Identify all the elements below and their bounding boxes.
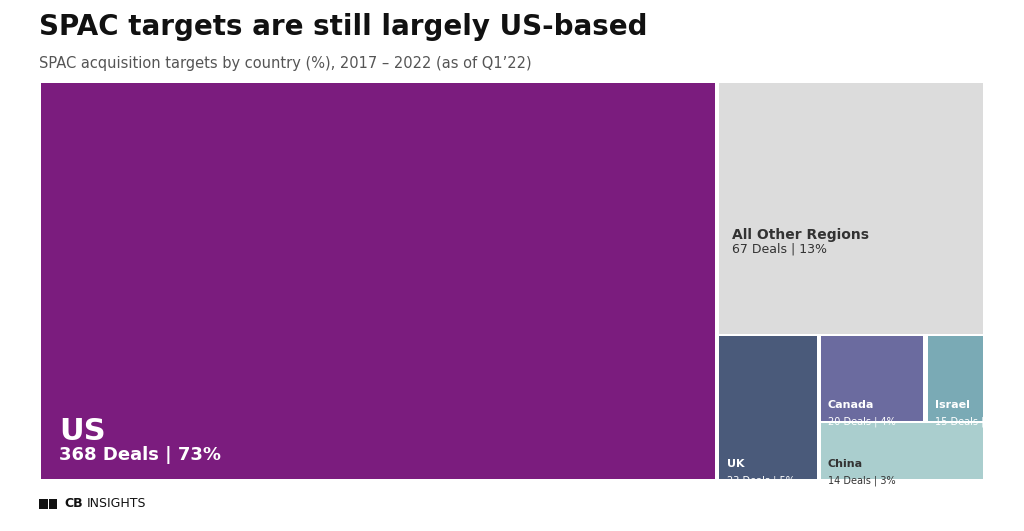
Text: 67 Deals | 13%: 67 Deals | 13%	[732, 242, 826, 255]
Bar	[49, 504, 57, 509]
Bar	[49, 499, 57, 503]
Text: 23 Deals | 5%: 23 Deals | 5%	[727, 475, 795, 486]
Text: UK: UK	[727, 459, 744, 469]
Text: 368 Deals | 73%: 368 Deals | 73%	[59, 446, 221, 464]
Text: 14 Deals | 3%: 14 Deals | 3%	[827, 475, 895, 486]
Bar	[720, 336, 816, 479]
Text: SPAC targets are still largely US-based: SPAC targets are still largely US-based	[39, 13, 647, 41]
Text: Israel: Israel	[935, 400, 970, 410]
Text: China: China	[827, 459, 863, 469]
Bar	[820, 336, 924, 421]
Text: CB: CB	[65, 498, 83, 510]
Text: Canada: Canada	[827, 400, 874, 410]
Text: 20 Deals | 4%: 20 Deals | 4%	[827, 416, 896, 427]
Text: 15 Deals | 3%: 15 Deals | 3%	[935, 416, 1002, 427]
Bar	[41, 83, 716, 479]
Text: SPAC acquisition targets by country (%), 2017 – 2022 (as of Q1’22): SPAC acquisition targets by country (%),…	[39, 56, 531, 71]
Text: US: US	[59, 417, 106, 446]
Text: All Other Regions: All Other Regions	[732, 228, 868, 242]
Bar	[720, 83, 983, 334]
Bar	[820, 423, 983, 479]
Bar	[39, 499, 47, 503]
Bar	[39, 504, 47, 509]
Bar	[928, 336, 983, 421]
Text: INSIGHTS: INSIGHTS	[87, 498, 146, 510]
